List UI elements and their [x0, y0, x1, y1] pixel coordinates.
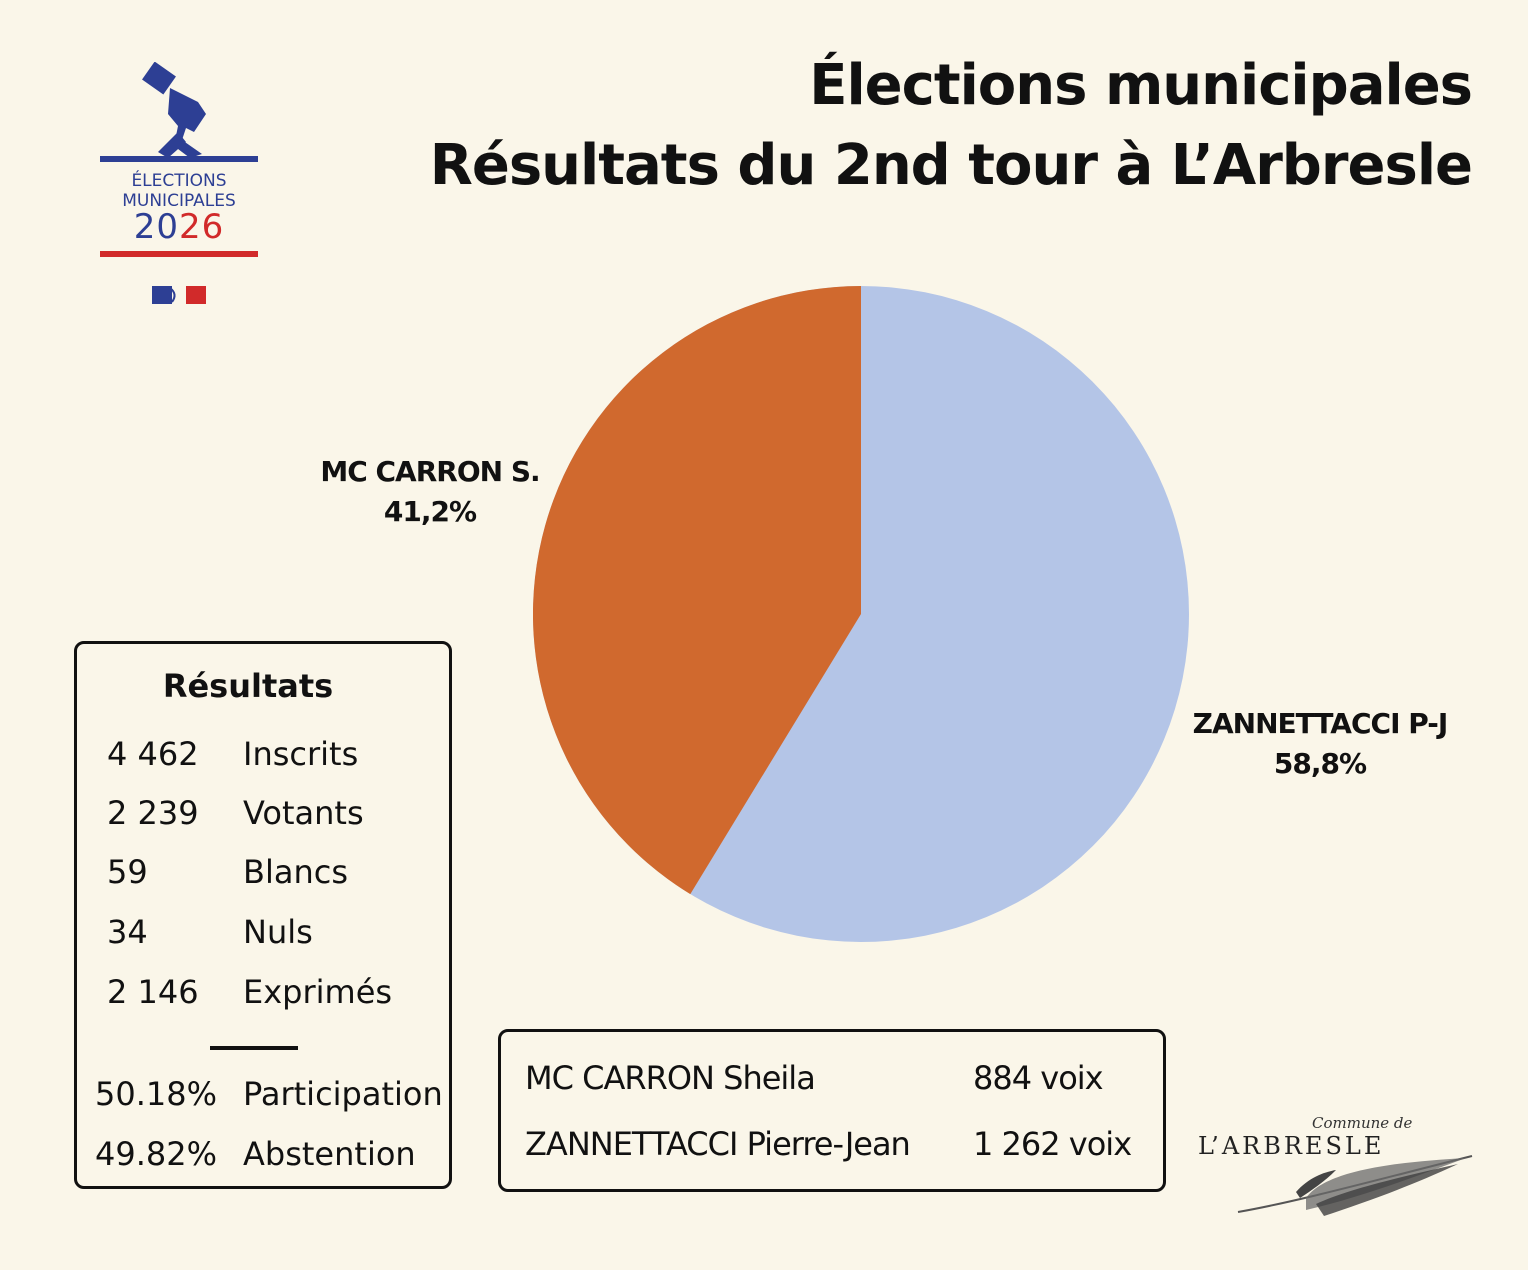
stat-value: 50.18% [95, 1075, 218, 1113]
stat-row-exprimes: 2 146 Exprimés [107, 972, 392, 1012]
ballot-box-icon [100, 62, 258, 304]
stat-label: Nuls [243, 913, 313, 951]
stat-row-inscrits: 4 462 Inscrits [107, 734, 358, 774]
pie-label-carron: MC CARRON S. 41,2% [310, 452, 550, 532]
commune-small-text: Commune de [1312, 1114, 1413, 1132]
title-line2: Résultats du 2nd tour à L’Arbresle [429, 133, 1473, 198]
page-title: Élections municipales Résultats du 2nd t… [429, 46, 1473, 206]
feather-icon [1237, 1155, 1473, 1216]
votes-box: MC CARRON Sheila 884 voix ZANNETTACCI Pie… [498, 1029, 1166, 1192]
stat-label: Participation [243, 1075, 443, 1113]
stat-label: Abstention [243, 1135, 416, 1173]
vote-row-zannettacci: ZANNETTACCI Pierre-Jean 1 262 voix [525, 1124, 1132, 1164]
french-republic-flag-icon [152, 286, 206, 304]
stat-row-blancs: 59 Blancs [107, 852, 348, 892]
stat-label: Blancs [243, 853, 348, 891]
logo-line2: MUNICIPALES [122, 191, 236, 211]
results-title: Résultats [162, 667, 334, 705]
logo-year: 2026 [98, 209, 260, 245]
pie-label-zann-pct: 58,8% [1273, 747, 1367, 780]
stat-label: Inscrits [243, 735, 359, 773]
stat-value: 4 462 [107, 735, 199, 773]
pie-chart [532, 286, 1189, 942]
results-box: Résultats 4 462 Inscrits 2 239 Votants 59 B… [74, 641, 452, 1189]
logo-year-part2: 26 [179, 207, 225, 247]
stat-label: Exprimés [243, 973, 393, 1011]
stat-value: 34 [107, 913, 148, 951]
vote-count: 1 262 voix [973, 1125, 1132, 1163]
stat-label: Votants [243, 794, 364, 832]
logo-year-part1: 20 [133, 207, 179, 247]
pie-slice-carron [532, 286, 861, 895]
stat-value: 2 146 [107, 973, 199, 1011]
candidate-name: ZANNETTACCI Pierre-Jean [525, 1125, 911, 1163]
pie-label-zann-name: ZANNETTACCI P-J [1192, 707, 1449, 740]
stat-row-nuls: 34 Nuls [107, 912, 313, 952]
pie-label-zannettacci: ZANNETTACCI P-J 58,8% [1184, 704, 1456, 784]
commune-name: L’ARBRESLE [1198, 1132, 1385, 1160]
candidate-name: MC CARRON Sheila [525, 1059, 816, 1097]
vote-row-carron: MC CARRON Sheila 884 voix [525, 1058, 1104, 1098]
stat-value: 49.82% [95, 1135, 218, 1173]
pie-label-carron-name: MC CARRON S. [320, 455, 540, 488]
logo-line1: ÉLECTIONS [131, 171, 227, 191]
stat-row-abstention: 49.82% Abstention [95, 1134, 416, 1174]
divider [210, 1046, 298, 1050]
stat-row-participation: 50.18% Participation [95, 1074, 443, 1114]
commune-logo: Commune de L’ARBRESLE [1196, 1110, 1481, 1230]
pie-label-carron-pct: 41,2% [383, 495, 477, 528]
elections-2026-logo: ÉLECTIONS MUNICIPALES 2026 [98, 62, 260, 312]
stat-value: 2 239 [107, 794, 199, 832]
title-line1: Élections municipales [809, 53, 1473, 118]
vote-count: 884 voix [973, 1059, 1104, 1097]
stat-value: 59 [107, 853, 148, 891]
stat-row-votants: 2 239 Votants [107, 793, 364, 833]
